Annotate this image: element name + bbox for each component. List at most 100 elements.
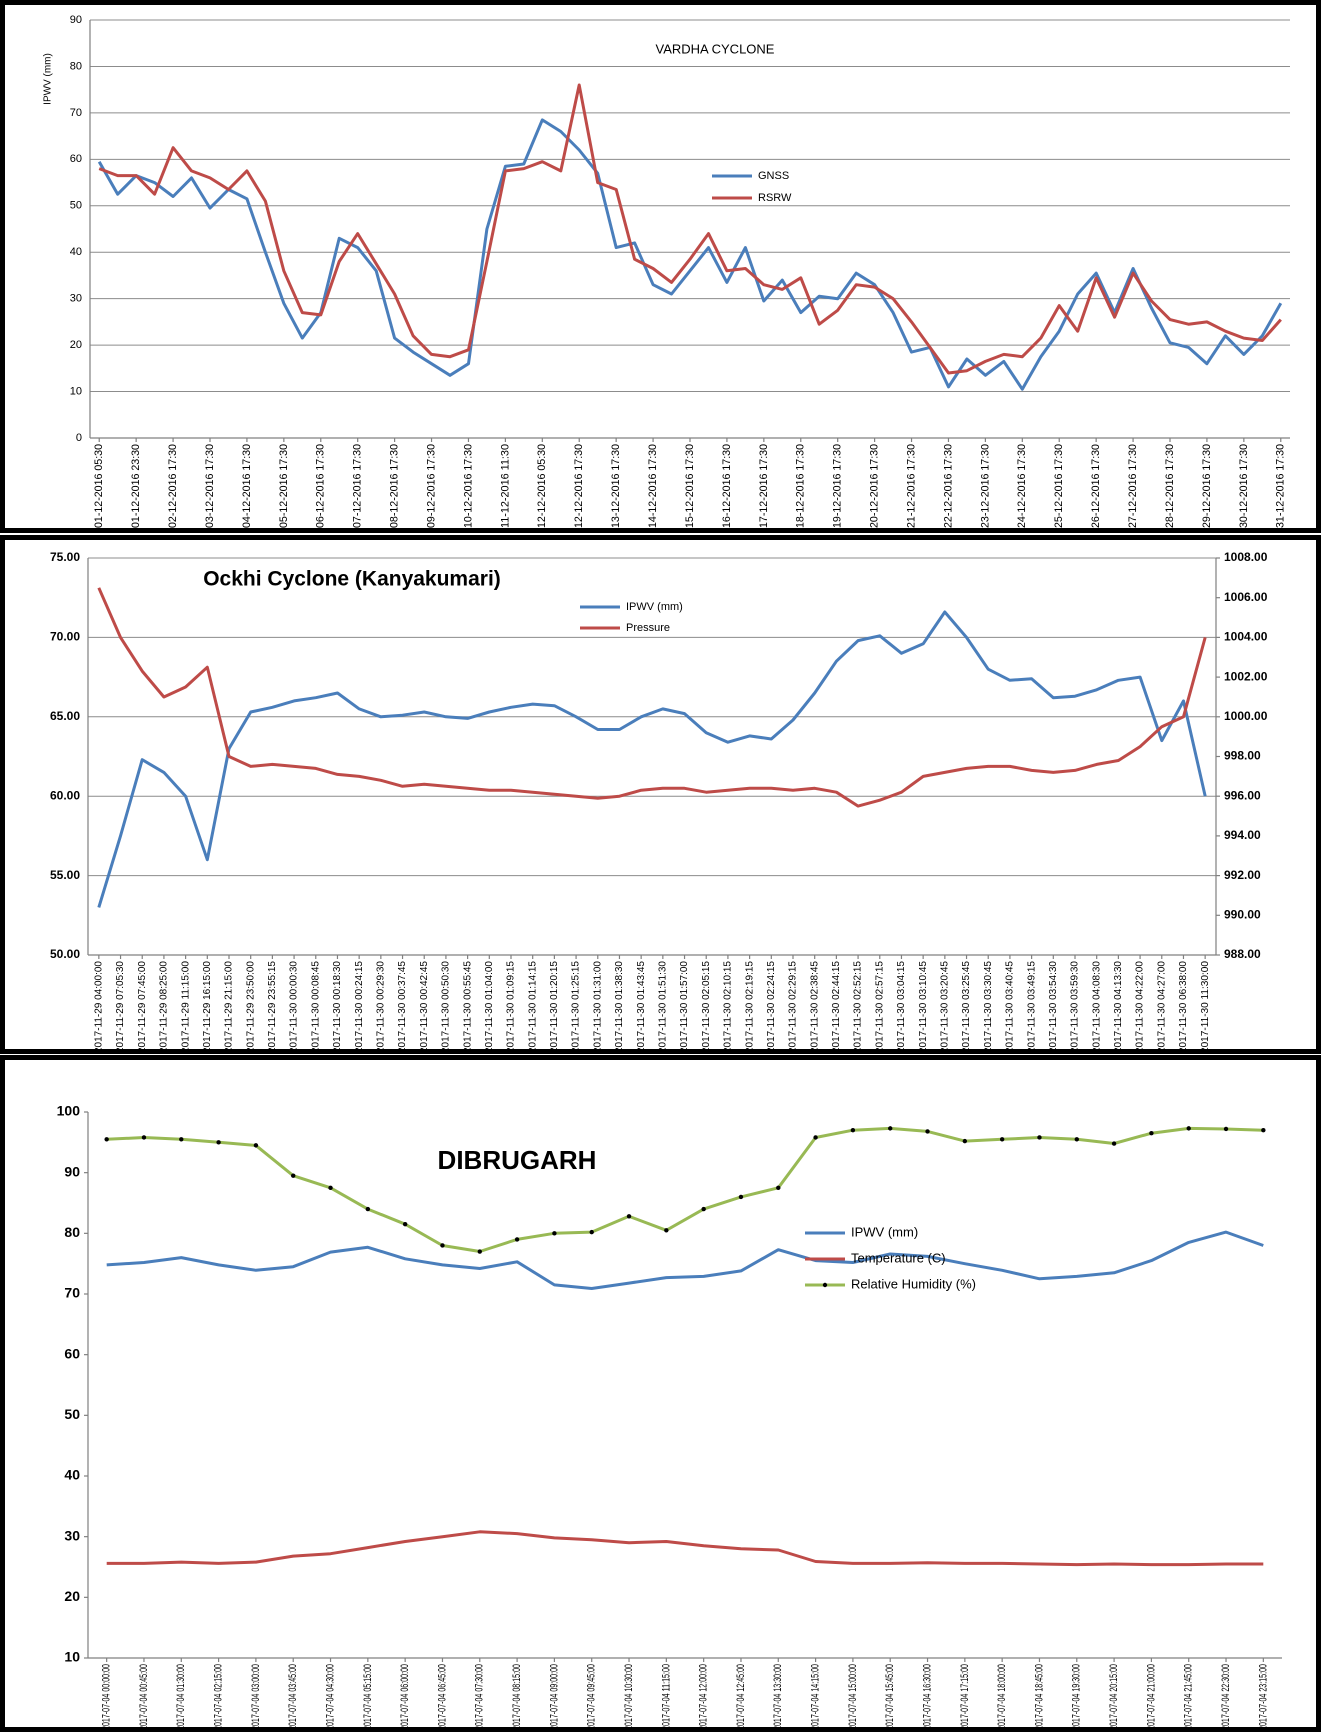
x-tick-label: 09-12-2016 17:30 — [425, 444, 437, 528]
data-point — [328, 1185, 333, 1191]
x-tick-label: 2017-11-30 11:30:00 — [1200, 961, 1211, 1053]
y2-tick-label: 998.00 — [1224, 749, 1261, 763]
x-tick-label: 2017-07-04 21:00:00 — [1145, 1664, 1157, 1730]
data-point — [626, 1214, 632, 1219]
x-tick-label: 2017-11-30 00:24:15 — [354, 961, 365, 1053]
x-tick-label: 2017-11-29 21:15:00 — [224, 961, 235, 1053]
legend-label: RSRW — [758, 192, 792, 204]
x-tick-label: 26-12-2016 17:30 — [1090, 444, 1102, 528]
x-tick-label: 2017-11-30 00:00:30 — [289, 961, 300, 1053]
x-tick-label: 2017-11-30 04:22:00 — [1135, 961, 1146, 1053]
y-tick-label: 60.00 — [50, 788, 80, 802]
y2-tick-label: 1004.00 — [1224, 630, 1268, 644]
x-tick-label: 16-12-2016 17:30 — [721, 444, 733, 528]
x-tick-label: 2017-07-04 18:45:00 — [1033, 1664, 1045, 1730]
y2-tick-label: 1002.00 — [1224, 669, 1268, 683]
data-point — [253, 1143, 259, 1148]
y2-tick-label: 988.00 — [1224, 947, 1261, 961]
y-tick-label: 70.00 — [50, 630, 80, 644]
x-tick-label: 2017-07-04 02:15:00 — [213, 1664, 225, 1730]
y-tick-label: 55.00 — [50, 868, 80, 882]
x-tick-label: 2017-07-04 15:00:00 — [847, 1664, 859, 1730]
data-point — [291, 1173, 296, 1178]
data-point — [365, 1206, 371, 1212]
x-tick-label: 27-12-2016 17:30 — [1127, 444, 1139, 528]
x-tick-label: 2017-07-04 12:45:00 — [735, 1664, 747, 1730]
legend-label: Pressure — [626, 622, 670, 634]
x-tick-label: 2017-07-04 21:45:00 — [1183, 1664, 1195, 1730]
x-tick-label: 2017-11-30 04:27:00 — [1156, 961, 1167, 1053]
y-tick-label: 50 — [70, 200, 82, 212]
data-point — [850, 1128, 856, 1133]
y-tick-label: 100 — [57, 1103, 81, 1119]
y2-tick-label: 992.00 — [1224, 868, 1261, 882]
y-tick-label: 50.00 — [50, 947, 80, 961]
x-tick-label: 2017-07-04 22:30:00 — [1220, 1664, 1232, 1730]
y-tick-label: 40 — [64, 1467, 80, 1483]
x-tick-label: 2017-07-04 03:00:00 — [250, 1664, 262, 1730]
legend-label: Temperature (C) — [851, 1250, 946, 1265]
x-tick-label: 2017-07-04 20:15:00 — [1108, 1664, 1120, 1730]
x-tick-label: 2017-11-30 02:10:15 — [723, 961, 734, 1053]
x-tick-label: 2017-11-30 03:54:30 — [1048, 961, 1059, 1053]
data-point — [589, 1229, 594, 1235]
x-tick-label: 22-12-2016 17:30 — [942, 444, 954, 528]
x-tick-label: 2017-07-04 11:15:00 — [660, 1664, 672, 1730]
x-tick-label: 2017-11-30 01:38:30 — [614, 961, 625, 1053]
data-point — [776, 1185, 781, 1191]
series-line — [106, 1530, 1264, 1567]
x-tick-label: 2017-11-30 01:51:30 — [657, 961, 668, 1053]
data-point — [1074, 1137, 1079, 1142]
x-tick-label: 2017-07-04 04:30:00 — [324, 1664, 336, 1730]
x-tick-label: 2017-11-30 00:08:45 — [310, 961, 321, 1053]
series-line — [106, 1126, 1264, 1253]
y-tick-label: 20 — [70, 339, 82, 351]
x-tick-label: 2017-11-30 00:37:45 — [397, 961, 408, 1053]
x-tick-label: 2017-11-30 02:52:15 — [853, 961, 864, 1053]
x-tick-label: 2017-07-04 06:45:00 — [436, 1664, 448, 1730]
x-tick-label: 2017-11-30 02:29:15 — [788, 961, 799, 1053]
data-point — [1261, 1128, 1266, 1133]
x-tick-label: 2017-07-04 12:00:00 — [698, 1664, 710, 1730]
x-tick-label: 2017-11-30 01:25:15 — [571, 961, 582, 1053]
x-tick-label: 2017-11-29 11:15:00 — [180, 961, 191, 1053]
x-tick-label: 2017-11-30 00:42:45 — [419, 961, 430, 1053]
x-tick-label: 2017-07-04 18:00:00 — [996, 1664, 1008, 1730]
x-tick-label: 2017-11-30 01:09:15 — [506, 961, 517, 1053]
x-tick-label: 2017-11-29 04:00:00 — [93, 961, 104, 1053]
x-tick-label: 2017-11-30 03:20:45 — [939, 961, 950, 1053]
x-tick-label: 2017-11-30 03:40:45 — [1005, 961, 1016, 1053]
x-tick-label: 2017-07-04 10:30:00 — [623, 1664, 635, 1730]
data-point — [402, 1222, 408, 1227]
data-point — [738, 1194, 744, 1200]
legend-label: Relative Humidity (%) — [851, 1276, 976, 1291]
x-tick-label: 2017-11-30 02:05:15 — [701, 961, 712, 1053]
data-point — [477, 1249, 482, 1254]
x-tick-label: 2017-07-04 07:30:00 — [474, 1664, 486, 1730]
x-tick-label: 06-12-2016 17:30 — [315, 444, 327, 528]
x-tick-label: 2017-11-30 03:49:15 — [1026, 961, 1037, 1053]
y-tick-label: 70 — [64, 1285, 80, 1301]
y2-tick-label: 996.00 — [1224, 788, 1261, 802]
y2-tick-label: 1000.00 — [1224, 709, 1268, 723]
x-tick-label: 2017-11-30 04:13:30 — [1113, 961, 1124, 1053]
x-tick-label: 30-12-2016 17:30 — [1238, 444, 1250, 528]
series-line — [97, 610, 1207, 908]
y-tick-label: 80 — [64, 1224, 80, 1240]
x-tick-label: 14-12-2016 17:30 — [647, 444, 659, 528]
x-tick-label: 18-12-2016 17:30 — [795, 444, 807, 528]
y-tick-label: 0 — [76, 432, 82, 444]
x-tick-label: 2017-07-04 15:45:00 — [884, 1664, 896, 1730]
data-point — [1111, 1141, 1117, 1146]
series-line — [97, 587, 1207, 808]
x-tick-label: 01-12-2016 05:30 — [93, 444, 105, 528]
data-point — [664, 1228, 669, 1233]
x-tick-label: 2017-07-04 09:45:00 — [586, 1664, 598, 1730]
x-tick-label: 02-12-2016 17:30 — [167, 444, 179, 528]
series-line — [98, 83, 1282, 375]
data-point — [104, 1137, 109, 1142]
panel-frame — [0, 535, 1321, 1054]
x-tick-label: 2017-11-30 02:19:15 — [744, 961, 755, 1053]
y2-tick-label: 994.00 — [1224, 828, 1261, 842]
x-tick-label: 2017-07-04 00:00:00 — [101, 1664, 113, 1730]
